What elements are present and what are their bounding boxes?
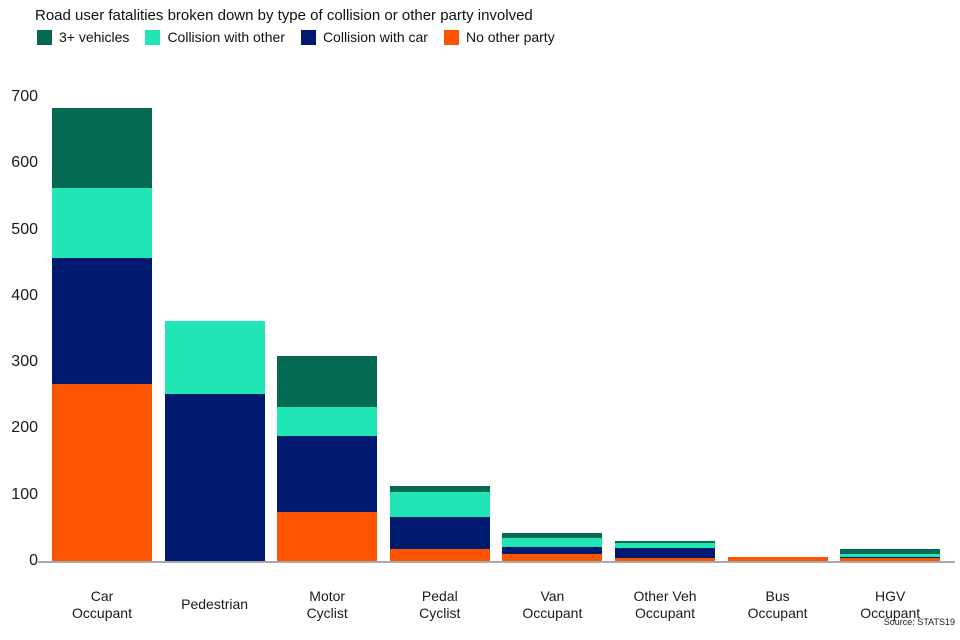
y-axis-tick-label: 600 xyxy=(11,154,38,172)
bar-segment-motor-cyclist-collision-with-car xyxy=(277,435,378,512)
bar-segment-motor-cyclist-collision-with-other xyxy=(277,406,378,436)
bar-segment-other-veh-occupant-collision-with-other xyxy=(615,543,715,548)
legend-swatch-green xyxy=(37,29,52,45)
bar-segment-pedestrian-collision-with-other xyxy=(164,321,265,394)
legend-swatch-orange xyxy=(443,29,459,45)
legend-label: Collision with other xyxy=(167,29,285,45)
chart-title: Road user fatalities broken down by type… xyxy=(35,7,533,24)
bar-segment-motor-cyclist-no-other-party xyxy=(277,511,378,561)
bar-segment-car-occupant-3+-vehicles xyxy=(52,108,152,188)
bar-segment-pedestrian-collision-with-car xyxy=(164,393,265,561)
bar-segment-hgv-occupant-no-other-party xyxy=(840,558,941,561)
bar-segment-car-occupant-no-other-party xyxy=(52,384,152,561)
bar-segment-other-veh-occupant-3+-vehicles xyxy=(615,541,715,544)
legend-swatch-mint xyxy=(145,29,161,45)
bar-segment-motor-cyclist-3+-vehicles xyxy=(277,355,378,407)
bar-segment-van-occupant-collision-with-car xyxy=(502,547,603,555)
y-axis-tick-label: 100 xyxy=(11,485,38,503)
bar-segment-pedal-cyclist-collision-with-other xyxy=(389,492,490,517)
bar-segment-car-occupant-collision-with-other xyxy=(52,187,152,259)
chart-legend: 3+ vehicles Collision with other Collisi… xyxy=(37,29,555,45)
x-axis-category-label: Pedestrian xyxy=(181,596,249,612)
bar-segment-car-occupant-collision-with-car xyxy=(52,258,152,384)
legend-item-no-other-party: No other party xyxy=(443,29,555,45)
x-axis-category-label: Van Occupant xyxy=(522,588,583,621)
bar-segment-bus-occupant-no-other-party xyxy=(727,557,828,561)
y-axis-tick-label: 500 xyxy=(11,220,38,238)
legend-label: 3+ vehicles xyxy=(59,29,130,45)
source-note: Source: STATS19 xyxy=(883,617,955,627)
x-axis-category-label: HGV Occupant xyxy=(860,588,921,621)
legend-item-collision-with-other: Collision with other xyxy=(145,29,285,45)
x-axis-category-label: Other Veh Occupant xyxy=(633,588,697,621)
bar-segment-other-veh-occupant-collision-with-car xyxy=(615,547,715,558)
x-axis-category-label: Pedal Cyclist xyxy=(419,588,461,621)
bar-segment-pedal-cyclist-no-other-party xyxy=(389,549,490,561)
bar-segment-hgv-occupant-3+-vehicles xyxy=(840,549,941,554)
legend-item-3plus-vehicles: 3+ vehicles xyxy=(37,29,129,45)
x-axis-category-label: Car Occupant xyxy=(72,588,132,621)
y-axis-tick-label: 700 xyxy=(11,88,38,105)
bar-segment-hgv-occupant-collision-with-other xyxy=(840,553,941,558)
y-axis-tick-label: 300 xyxy=(11,353,38,371)
y-axis-tick-label: 200 xyxy=(11,419,38,437)
legend-label: No other party xyxy=(465,29,555,45)
x-axis-line xyxy=(38,561,955,563)
bar-segment-hgv-occupant-collision-with-car xyxy=(840,557,941,559)
bar-segment-van-occupant-collision-with-other xyxy=(502,537,603,548)
y-axis-tick-label: 400 xyxy=(11,286,38,304)
bar-segment-pedal-cyclist-collision-with-car xyxy=(389,516,490,550)
legend-label: Collision with car xyxy=(322,29,428,45)
x-axis-category-label: Motor Cyclist xyxy=(306,588,348,621)
legend-swatch-navy xyxy=(300,29,316,45)
bar-segment-van-occupant-3+-vehicles xyxy=(502,533,603,538)
legend-item-collision-with-car: Collision with car xyxy=(300,29,428,45)
x-axis-category-label: Bus Occupant xyxy=(747,588,808,621)
y-axis-tick-label: 0 xyxy=(29,552,38,569)
bar-segment-van-occupant-no-other-party xyxy=(502,554,603,561)
bar-segment-other-veh-occupant-no-other-party xyxy=(615,557,715,561)
bar-segment-pedal-cyclist-3+-vehicles xyxy=(389,486,490,493)
